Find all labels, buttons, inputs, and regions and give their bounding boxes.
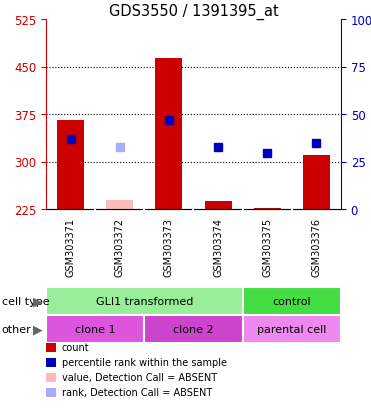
Bar xyxy=(106,200,133,209)
Text: GSM303372: GSM303372 xyxy=(115,217,125,276)
Text: GSM303374: GSM303374 xyxy=(213,217,223,276)
Bar xyxy=(155,59,183,209)
Text: count: count xyxy=(62,342,89,352)
Bar xyxy=(46,315,144,343)
Bar xyxy=(57,121,84,209)
Bar xyxy=(144,315,243,343)
Text: ▶: ▶ xyxy=(33,295,42,308)
Text: GSM303371: GSM303371 xyxy=(66,217,76,276)
Text: GSM303373: GSM303373 xyxy=(164,217,174,276)
Text: rank, Detection Call = ABSENT: rank, Detection Call = ABSENT xyxy=(62,387,212,397)
Text: GSM303376: GSM303376 xyxy=(311,217,321,276)
Bar xyxy=(254,208,281,209)
Bar xyxy=(243,287,341,315)
Text: control: control xyxy=(273,296,311,306)
Text: clone 1: clone 1 xyxy=(75,324,115,334)
Text: cell type: cell type xyxy=(2,296,49,306)
Text: other: other xyxy=(2,324,32,334)
Bar xyxy=(243,315,341,343)
Bar xyxy=(204,202,232,209)
Bar xyxy=(46,287,243,315)
Text: percentile rank within the sample: percentile rank within the sample xyxy=(62,357,227,367)
Text: GSM303375: GSM303375 xyxy=(262,217,272,276)
Text: ▶: ▶ xyxy=(33,323,42,336)
Text: value, Detection Call = ABSENT: value, Detection Call = ABSENT xyxy=(62,372,217,382)
Text: clone 2: clone 2 xyxy=(173,324,214,334)
Bar xyxy=(303,156,330,209)
Text: parental cell: parental cell xyxy=(257,324,326,334)
Text: GLI1 transformed: GLI1 transformed xyxy=(96,296,193,306)
Title: GDS3550 / 1391395_at: GDS3550 / 1391395_at xyxy=(109,4,278,20)
